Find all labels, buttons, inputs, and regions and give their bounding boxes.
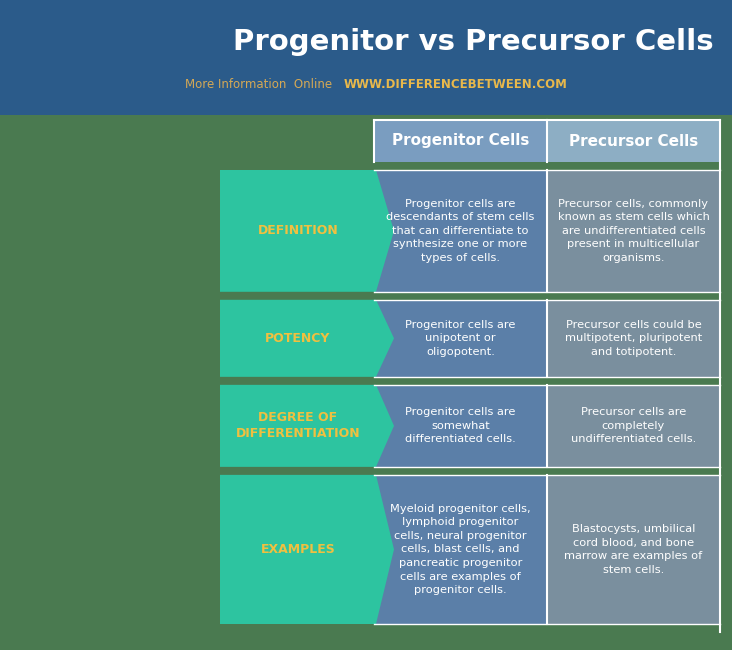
Text: Blastocysts, umbilical
cord blood, and bone
marrow are examples of
stem cells.: Blastocysts, umbilical cord blood, and b…: [564, 524, 703, 575]
Text: Progenitor Cells: Progenitor Cells: [392, 133, 529, 148]
Bar: [0, 0, 732, 115]
Bar: [547, 300, 720, 377]
Text: Myeloid progenitor cells,
lymphoid progenitor
cells, neural progenitor
cells, bl: Myeloid progenitor cells, lymphoid proge…: [390, 504, 531, 595]
Text: Precursor cells could be
multipotent, pluripotent
and totipotent.: Precursor cells could be multipotent, pl…: [565, 320, 702, 357]
Bar: [374, 385, 547, 467]
Text: DEFINITION: DEFINITION: [258, 224, 338, 237]
Bar: [374, 475, 547, 624]
Text: Progenitor cells are
unipotent or
oligopotent.: Progenitor cells are unipotent or oligop…: [406, 320, 515, 357]
Polygon shape: [220, 170, 394, 292]
Text: Progenitor cells are
somewhat
differentiated cells.: Progenitor cells are somewhat differenti…: [405, 408, 516, 445]
Bar: [547, 385, 720, 467]
Text: Precursor cells, commonly
known as stem cells which
are undifferentiated cells
p: Precursor cells, commonly known as stem …: [558, 199, 709, 263]
Text: POTENCY: POTENCY: [265, 332, 331, 344]
Text: DEGREE OF
DIFFERENTIATION: DEGREE OF DIFFERENTIATION: [236, 411, 360, 440]
Text: EXAMPLES: EXAMPLES: [261, 543, 335, 556]
Text: Progenitor cells are
descendants of stem cells
that can differentiate to
synthes: Progenitor cells are descendants of stem…: [386, 199, 534, 263]
Bar: [374, 170, 547, 292]
Bar: [547, 120, 720, 162]
Text: More Information  Online: More Information Online: [185, 79, 340, 92]
Text: Precursor cells are
completely
undifferentiated cells.: Precursor cells are completely undiffere…: [571, 408, 696, 445]
Text: Precursor Cells: Precursor Cells: [569, 133, 698, 148]
Polygon shape: [220, 300, 394, 377]
Polygon shape: [220, 475, 394, 624]
Text: WWW.DIFFERENCEBETWEEN.COM: WWW.DIFFERENCEBETWEEN.COM: [344, 79, 568, 92]
Polygon shape: [220, 385, 394, 467]
Bar: [547, 475, 720, 624]
Text: Progenitor vs Precursor Cells: Progenitor vs Precursor Cells: [234, 28, 714, 56]
Bar: [547, 170, 720, 292]
Bar: [374, 300, 547, 377]
Bar: [374, 120, 547, 162]
